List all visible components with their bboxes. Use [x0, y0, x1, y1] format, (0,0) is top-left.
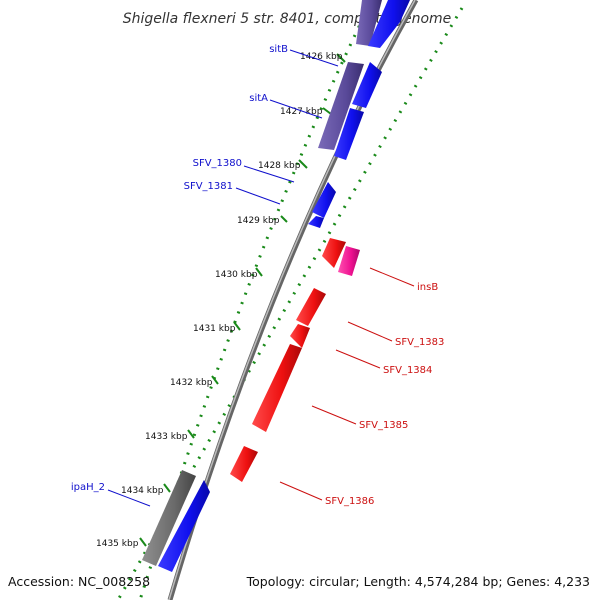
gene-label[interactable]: SFV_1384 — [383, 365, 432, 376]
reverse-strand-features — [230, 238, 360, 482]
gene-feature[interactable] — [312, 182, 336, 218]
kbp-label: 1434 kbp — [121, 486, 164, 496]
label-leader — [347, 321, 393, 342]
kbp-label: 1428 kbp — [258, 161, 301, 171]
gene-label[interactable]: sitB — [269, 44, 288, 55]
accession-text: Accession: NC_008258 — [8, 574, 150, 589]
label-leader — [335, 349, 381, 369]
label-leader — [243, 165, 295, 183]
label-leader — [369, 267, 415, 287]
label-leader — [107, 489, 151, 507]
gene-label[interactable]: SFV_1381 — [184, 181, 233, 192]
kbp-tick — [255, 267, 263, 277]
gene-feature[interactable] — [352, 62, 382, 108]
kbp-tick — [322, 107, 332, 115]
topology-text: Topology: circular; Length: 4,574,284 bp… — [246, 574, 590, 589]
kbp-label: 1430 kbp — [215, 270, 258, 280]
kbp-scale: 1426 kbp 1427 kbp 1428 kbp 1429 kbp 1430… — [96, 52, 346, 549]
kbp-tick — [163, 483, 171, 493]
gene-feature[interactable] — [252, 344, 302, 432]
kbp-label: 1431 kbp — [193, 324, 236, 334]
gene-feature[interactable] — [322, 238, 346, 268]
label-leader — [311, 405, 357, 425]
genome-backbone — [167, 0, 419, 600]
kbp-tick — [211, 375, 219, 385]
gene-feature[interactable] — [158, 480, 210, 572]
label-leader — [235, 187, 281, 205]
kbp-label: 1427 kbp — [280, 107, 323, 117]
kbp-tick — [280, 215, 288, 223]
gene-label[interactable]: SFV_1383 — [395, 337, 444, 348]
gene-feature[interactable] — [356, 0, 382, 46]
genome-backbone-highlight — [168, 0, 416, 600]
gene-feature[interactable] — [308, 216, 324, 228]
label-leader — [289, 49, 339, 67]
gene-label[interactable]: SFV_1385 — [359, 420, 408, 431]
kbp-label: 1426 kbp — [300, 52, 343, 62]
kbp-tick — [139, 537, 147, 547]
gene-feature[interactable] — [368, 0, 410, 48]
gene-feature[interactable] — [230, 446, 258, 482]
gene-label[interactable]: ipaH_2 — [71, 482, 105, 493]
gene-feature[interactable] — [318, 62, 364, 150]
kbp-label: 1432 kbp — [170, 378, 213, 388]
gene-feature[interactable] — [338, 246, 360, 276]
kbp-tick — [233, 321, 241, 331]
label-leader — [269, 99, 323, 119]
reverse-gene-labels: insB SFV_1383 SFV_1384 SFV_1385 SFV_1386 — [279, 267, 444, 507]
gene-feature[interactable] — [142, 470, 196, 566]
forward-gene-labels: sitB sitA SFV_1380 SFV_1381 ipaH_2 — [71, 44, 339, 507]
kbp-tick — [298, 159, 308, 169]
gene-feature[interactable] — [296, 288, 326, 326]
kbp-tick — [336, 53, 346, 63]
kbp-label: 1433 kbp — [145, 432, 188, 442]
gene-label[interactable]: SFV_1380 — [193, 158, 242, 169]
kbp-tick — [187, 429, 195, 439]
label-leader — [279, 481, 323, 501]
kbp-label: 1435 kbp — [96, 539, 139, 549]
gene-label[interactable]: sitA — [249, 93, 268, 104]
forward-strand-features — [142, 0, 410, 572]
gene-feature[interactable] — [290, 324, 310, 348]
gene-feature[interactable] — [334, 108, 364, 160]
gene-label[interactable]: SFV_1386 — [325, 496, 374, 507]
gene-label[interactable]: insB — [417, 282, 438, 293]
kbp-label: 1429 kbp — [237, 216, 280, 226]
